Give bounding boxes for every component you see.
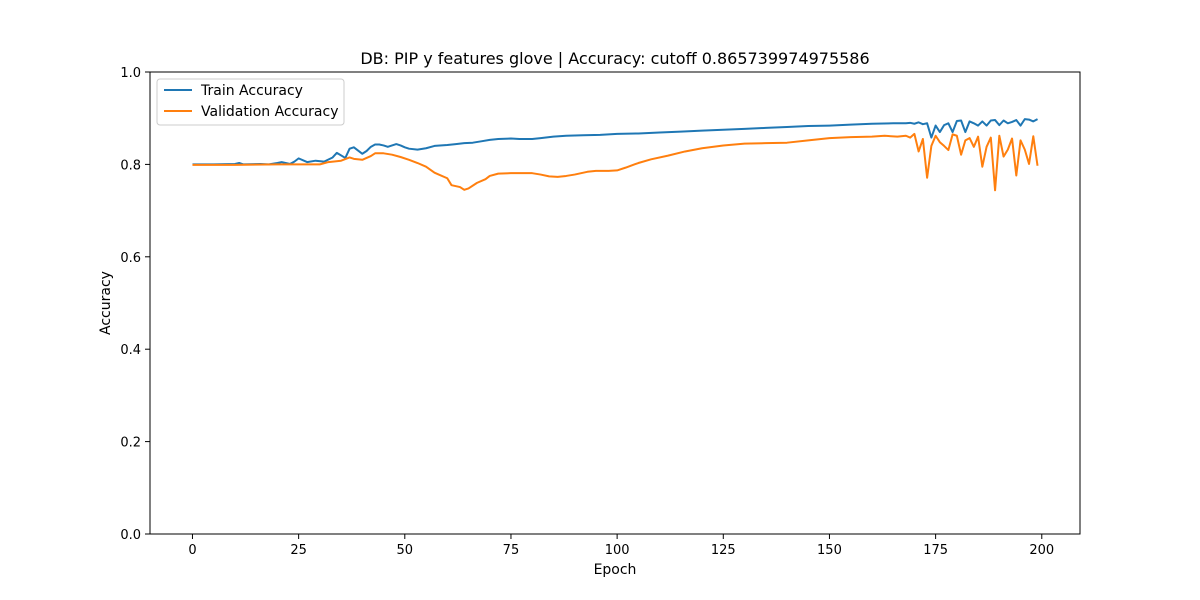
x-tick-label: 150: [817, 543, 842, 558]
series-layer: [192, 118, 1039, 192]
y-tick-label: 0.4: [120, 343, 141, 358]
x-tick-label: 100: [605, 543, 630, 558]
legend: Train Accuracy Validation Accuracy: [156, 78, 345, 126]
legend-label-validation: Validation Accuracy: [201, 104, 339, 120]
x-tick-label: 50: [397, 543, 414, 558]
x-axis-label: Epoch: [594, 562, 637, 578]
x-tick-label: 200: [1029, 543, 1054, 558]
y-axis-label: Accuracy: [98, 271, 114, 335]
y-axis: 0.0 0.2 0.4 0.6 0.8 1.0: [120, 66, 150, 543]
x-tick-label: 75: [503, 543, 520, 558]
series-train-accuracy-line: [192, 118, 1039, 166]
chart-title: DB: PIP y features glove | Accuracy: cut…: [360, 49, 869, 68]
y-tick-label: 0.0: [120, 528, 141, 543]
y-tick-label: 0.6: [120, 251, 141, 266]
x-tick-label: 0: [188, 543, 196, 558]
y-tick-label: 0.2: [120, 436, 141, 451]
y-tick-label: 0.8: [120, 158, 141, 173]
legend-label-train: Train Accuracy: [200, 83, 303, 99]
plot-frame: [149, 71, 1081, 535]
x-tick-label: 175: [923, 543, 948, 558]
y-tick-label: 1.0: [120, 66, 141, 81]
x-tick-label: 125: [711, 543, 736, 558]
legend-box: [156, 78, 345, 126]
x-tick-label: 25: [290, 543, 307, 558]
series-validation-accuracy-line: [192, 132, 1039, 192]
x-axis: 0 25 50 75 100 125 150 175 200: [188, 534, 1054, 558]
